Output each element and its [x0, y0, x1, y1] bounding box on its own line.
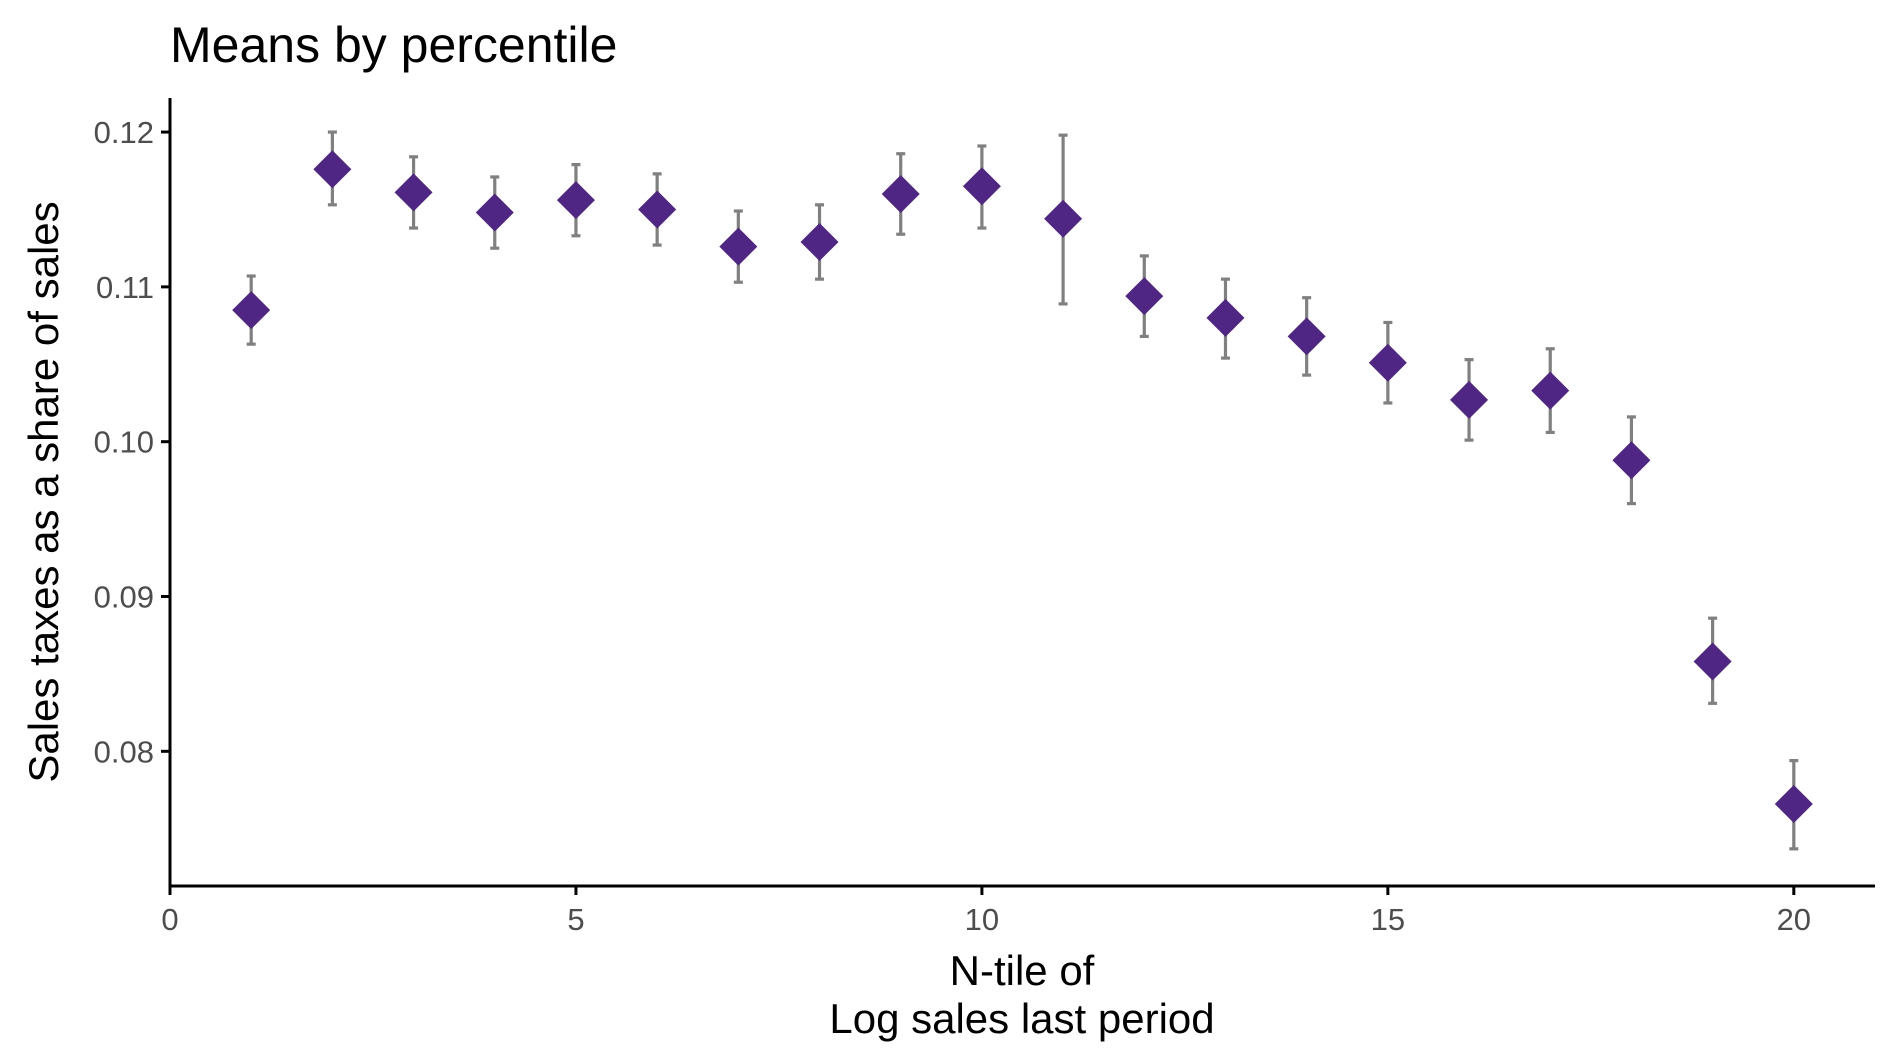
x-axis-ticks: 0 5 10 15 20	[161, 886, 1811, 937]
data-point-diamond	[313, 150, 352, 189]
data-point-diamond	[800, 222, 839, 261]
data-point-diamond	[881, 174, 920, 213]
data-point-diamond	[638, 190, 677, 229]
y-axis-ticks: 0.08 0.09 0.10 0.11 0.12	[94, 115, 170, 769]
x-axis-title-line-2: Log sales last period	[829, 995, 1214, 1042]
data-point-diamond	[1531, 371, 1570, 410]
x-tick-label: 20	[1777, 902, 1811, 937]
x-tick-label: 15	[1371, 902, 1405, 937]
y-tick-label: 0.09	[94, 579, 154, 614]
data-point-diamond	[475, 193, 514, 232]
data-point-diamond	[962, 167, 1001, 206]
data-point-diamond	[1044, 199, 1083, 238]
data-point-diamond	[232, 291, 271, 330]
y-axis-title: Sales taxes as a share of sales	[20, 201, 67, 782]
data-point-diamond	[1774, 784, 1813, 823]
data-point-diamond	[1368, 343, 1407, 382]
data-point-diamond	[1206, 298, 1245, 337]
data-point-diamond	[719, 227, 758, 266]
x-tick-label: 5	[567, 902, 584, 937]
data-point-diamond	[394, 173, 433, 212]
data-point-diamond	[1287, 317, 1326, 356]
data-point-diamond	[1125, 277, 1164, 316]
chart-title: Means by percentile	[170, 17, 617, 73]
x-axis-title-line-1: N-tile of	[950, 947, 1095, 994]
x-tick-label: 10	[965, 902, 999, 937]
y-tick-label: 0.11	[96, 270, 154, 305]
y-tick-label: 0.12	[94, 115, 154, 150]
data-point-diamond	[1693, 642, 1732, 681]
data-points	[232, 150, 1813, 823]
error-bars	[246, 130, 1799, 851]
y-tick-label: 0.10	[94, 425, 154, 460]
data-point-diamond	[1450, 380, 1489, 419]
y-tick-label: 0.08	[94, 734, 154, 769]
x-tick-label: 0	[161, 902, 178, 937]
data-point-diamond	[556, 181, 595, 220]
data-point-diamond	[1612, 441, 1651, 480]
